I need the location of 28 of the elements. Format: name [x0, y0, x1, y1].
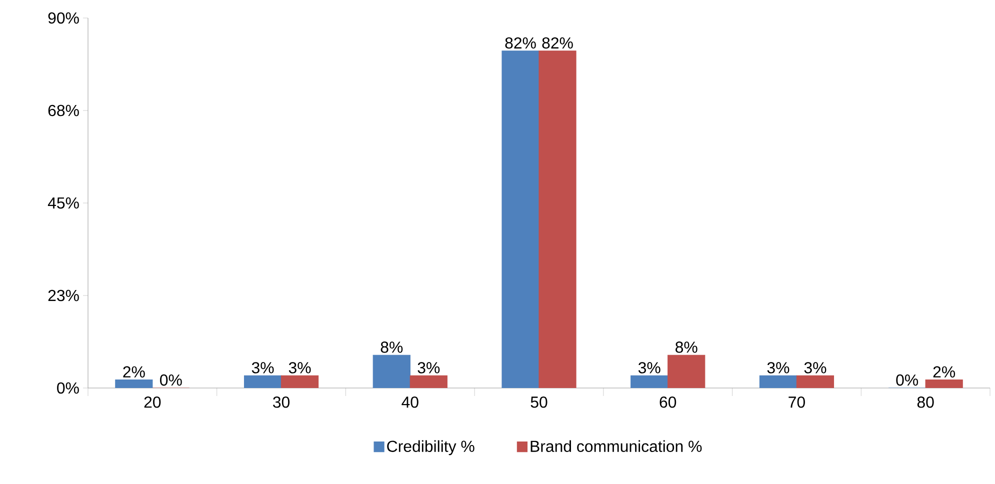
data-label: 82% — [542, 37, 573, 49]
y-tick-label: 68% — [48, 104, 79, 116]
data-label: 2% — [933, 366, 956, 378]
data-label: 3% — [252, 362, 274, 374]
data-label: 3% — [288, 362, 311, 374]
x-tick-label: 20 — [144, 396, 161, 408]
data-label: 8% — [676, 342, 698, 353]
data-label: 0% — [160, 374, 182, 386]
data-label: 3% — [767, 362, 790, 374]
y-tick-label: 0% — [57, 382, 79, 394]
data-label: 3% — [804, 362, 826, 374]
x-tick-label: 60 — [660, 396, 676, 408]
x-tick-label: 70 — [788, 396, 805, 408]
x-tick-label: 40 — [402, 396, 418, 408]
legend-label: Credibility % — [387, 440, 474, 456]
y-tick-label: 90% — [48, 12, 79, 24]
data-label: 82% — [505, 37, 536, 49]
data-label: 3% — [418, 362, 440, 374]
x-tick-label: 50 — [530, 396, 548, 408]
x-tick-label: 80 — [917, 396, 934, 408]
data-label: 0% — [896, 374, 918, 386]
data-label: 3% — [638, 362, 660, 374]
y-tick-label: 45% — [48, 197, 79, 209]
legend-label: Brand communication % — [530, 440, 702, 452]
data-label: 8% — [380, 342, 403, 353]
data-label: 2% — [123, 366, 145, 378]
y-tick-label: 23% — [48, 290, 79, 302]
x-tick-label: 30 — [273, 396, 290, 408]
